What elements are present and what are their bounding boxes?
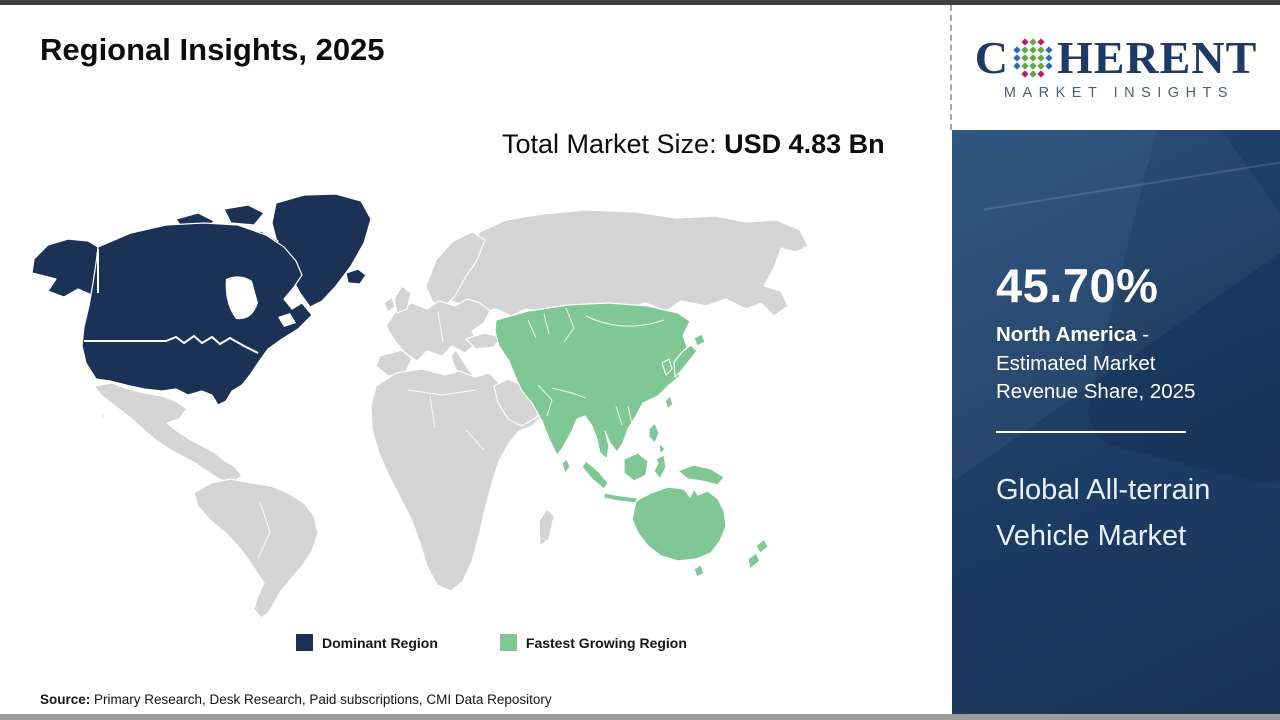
land-africa: [370, 368, 543, 592]
legend-item-fastest-growing: Fastest Growing Region: [499, 634, 687, 651]
region-asia-pacific: [494, 302, 769, 578]
logo-panel: C: [950, 5, 1280, 130]
stat-region-rest: - Estimated Market Revenue Share, 2025: [996, 323, 1196, 403]
legend-swatch-dominant: [296, 634, 313, 651]
brand-name: C: [974, 31, 1258, 83]
total-market-size-heading: Total Market Size: USD 4.83 Bn: [502, 124, 902, 164]
land-arctic-island-2: [223, 204, 265, 226]
legend-item-dominant: Dominant Region: [296, 634, 438, 651]
land-europe: [385, 298, 491, 362]
total-market-size-label: Total Market Size:: [502, 129, 725, 159]
stat-value: 45.70%: [996, 259, 1159, 312]
land-mexico-central-america: [93, 382, 243, 484]
legend-label-dominant: Dominant Region: [322, 634, 438, 651]
coherent-globe-icon: [1013, 37, 1053, 78]
top-border-bar: [0, 0, 1280, 5]
land-sulawesi: [653, 454, 667, 480]
land-iceland: [345, 268, 367, 285]
land-tasmania: [693, 564, 705, 578]
green-country-borders: [527, 307, 665, 426]
region-north-america: [31, 193, 372, 406]
source-text: Primary Research, Desk Research, Paid su…: [90, 692, 552, 707]
brand-prefix: C: [974, 31, 1009, 83]
land-russia: [435, 209, 809, 317]
gulf-st-lawrence: [278, 313, 296, 327]
land-philippines-south: [658, 442, 666, 455]
sidebar-divider: [996, 430, 1186, 433]
legend-swatch-fastest-growing: [499, 634, 517, 651]
brand-subtitle: MARKET INSIGHTS: [1003, 84, 1235, 101]
market-name: Global All-terrain Vehicle Market: [996, 473, 1211, 552]
land-new-zealand-south: [747, 552, 761, 570]
land-ireland: [383, 296, 396, 313]
land-madagascar: [538, 508, 555, 547]
land-uk: [393, 285, 412, 314]
land-korea: [661, 358, 673, 376]
bottom-border-bar: [0, 714, 1280, 720]
land-australia: [631, 486, 727, 562]
world-map-chart: [31, 193, 809, 619]
land-sumatra: [581, 460, 609, 490]
gray-country-borders: [257, 311, 485, 559]
land-asia-mainland: [494, 302, 691, 460]
map-legend: Dominant Region Fastest Growing Region: [28, 634, 820, 651]
land-new-zealand-north: [755, 538, 769, 554]
land-philippines: [648, 422, 660, 444]
land-japan: [673, 344, 698, 378]
hudson-bay: [225, 276, 258, 320]
total-market-size-value: USD 4.83 Bn: [724, 129, 885, 159]
stat-description: North America - Estimated Market Revenue…: [996, 321, 1242, 407]
land-borneo: [623, 452, 649, 482]
page-title: Regional Insights, 2025: [40, 32, 385, 67]
usa-canada-border: [84, 334, 259, 354]
land-new-guinea: [677, 464, 725, 486]
land-sri-lanka: [561, 458, 571, 474]
land-java: [603, 492, 639, 504]
source-label: Source:: [40, 692, 91, 707]
legend-label-fastest-growing: Fastest Growing Region: [525, 634, 687, 651]
stat-region-name: North America: [996, 323, 1137, 346]
land-canada-usa: [81, 222, 313, 406]
source-line: Source: Primary Research, Desk Research,…: [40, 692, 552, 707]
land-taiwan: [664, 395, 674, 410]
brand-suffix: HERENT: [1056, 31, 1258, 83]
north-america-details: [84, 249, 296, 354]
sidebar-panel: 45.70% North America - Estimated Market …: [952, 130, 1280, 714]
land-hokkaido: [693, 333, 706, 347]
land-south-america: [193, 478, 319, 619]
land-island-dot: [100, 413, 106, 419]
